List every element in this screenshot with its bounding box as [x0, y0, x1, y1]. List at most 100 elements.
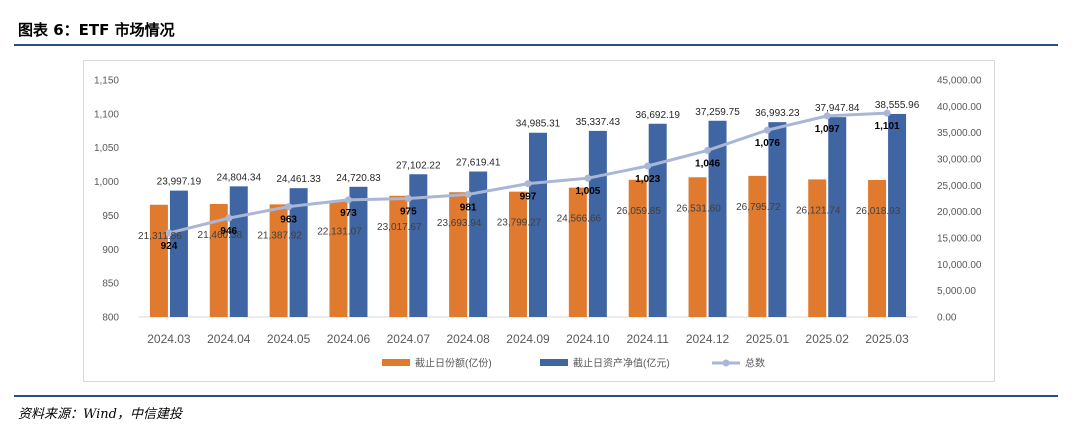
line-point [644, 162, 652, 170]
bar-net-assets [888, 113, 907, 317]
bar-shares [628, 179, 647, 317]
line-total-label: 1,101 [875, 121, 900, 132]
line-total-label: 1,023 [635, 174, 660, 185]
x-tick-label: 2025.02 [806, 332, 850, 346]
bar-shares [269, 204, 288, 317]
line-point [823, 112, 831, 120]
bar-net-assets-label: 38,555.96 [875, 100, 920, 111]
bar-net-assets-label: 35,337.43 [576, 117, 621, 128]
bar-net-assets-label: 27,102.22 [396, 160, 441, 171]
figure-title: 图表 6：ETF 市场情况 [18, 21, 175, 39]
bar-shares [449, 192, 468, 317]
y-right-tick-label: 40,000.00 [937, 102, 982, 113]
bar-shares-label: 23,799.27 [497, 218, 542, 229]
bar-net-assets [289, 188, 308, 317]
y-right-tick-label: 0.00 [937, 313, 957, 324]
y-left-tick-label: 850 [102, 279, 119, 290]
bar-net-assets [708, 120, 727, 317]
bar-shares-label: 26,018.93 [856, 206, 901, 217]
line-total-label: 946 [220, 226, 237, 237]
bar-net-assets-label: 24,804.34 [217, 172, 262, 183]
bar-net-assets [768, 122, 787, 317]
bar-net-assets [529, 132, 547, 317]
bar-net-assets-label: 34,985.31 [516, 119, 561, 130]
line-point [464, 190, 472, 198]
line-point [524, 180, 532, 188]
y-right-tick-label: 35,000.00 [937, 128, 982, 139]
bar-shares [389, 195, 408, 317]
bar-shares [509, 191, 527, 317]
bar-net-assets [169, 190, 188, 317]
line-total-label: 1,046 [695, 158, 720, 169]
bar-shares [748, 175, 767, 317]
x-tick-label: 2024.04 [207, 332, 251, 346]
legend-label-shares: 截止日份额(亿份) [415, 357, 492, 370]
y-left-tick-label: 950 [102, 211, 119, 222]
bar-shares [868, 179, 887, 317]
bar-shares-label: 23,017.67 [377, 222, 422, 233]
line-total-label: 973 [340, 208, 357, 219]
bar-net-assets [469, 171, 488, 317]
line-total-label: 963 [280, 215, 297, 226]
y-right-tick-label: 5,000.00 [937, 286, 976, 297]
y-right-tick-label: 25,000.00 [937, 181, 982, 192]
line-total-label: 981 [460, 202, 477, 213]
bar-shares [688, 177, 707, 317]
bar-net-assets-label: 36,692.19 [635, 110, 680, 121]
x-tick-label: 2024.07 [387, 332, 431, 346]
bar-shares [149, 204, 168, 317]
y-right-tick-label: 15,000.00 [937, 234, 982, 245]
line-total-label: 997 [520, 192, 537, 203]
legend-marker-total [722, 359, 730, 367]
line-total-label: 1,005 [575, 186, 600, 197]
line-point [584, 174, 592, 182]
y-left-tick-label: 1,100 [94, 109, 119, 120]
bar-shares-label: 21,460.38 [198, 230, 243, 241]
legend-label-total: 总数 [745, 357, 765, 370]
bar-net-assets-label: 24,461.33 [276, 174, 321, 185]
bar-shares [209, 203, 228, 317]
x-tick-label: 2024.10 [566, 332, 610, 346]
x-tick-label: 2025.03 [865, 332, 909, 346]
y-left-tick-label: 800 [102, 313, 119, 324]
x-tick-label: 2024.08 [446, 332, 490, 346]
y-left-tick-label: 1,000 [94, 177, 119, 188]
line-point [883, 109, 891, 117]
line-point [763, 126, 771, 134]
y-left-tick-label: 1,150 [94, 76, 119, 87]
chart-svg: 800 850 900 950 1,000 1,050 1,100 1,150 0.00 5,00… [94, 76, 982, 370]
bar-shares-label: 22,131.07 [317, 226, 362, 237]
line-point [404, 195, 412, 202]
x-tick-label: 2024.11 [626, 332, 669, 346]
bottom-divider [14, 395, 1058, 397]
x-tick-label: 2024.05 [267, 332, 311, 346]
line-point [285, 203, 293, 211]
line-total-label: 924 [161, 241, 178, 252]
bar-net-assets-label: 27,619.41 [456, 158, 501, 169]
y-right-tick-label: 20,000.00 [937, 207, 982, 218]
top-divider [14, 44, 1058, 46]
y-right-tick-label: 10,000.00 [937, 260, 982, 271]
chart-frame: 800 850 900 950 1,000 1,050 1,100 1,150 0.00 5,00… [83, 60, 995, 382]
x-tick-label: 2024.06 [327, 332, 371, 346]
legend-label-net-assets: 截止日资产净值(亿元) [573, 357, 670, 370]
line-total-label: 1,097 [815, 124, 840, 135]
bar-net-assets-label: 37,259.75 [695, 107, 740, 118]
bar-net-assets [648, 123, 667, 317]
bar-net-assets [828, 117, 847, 317]
bar-shares-label: 26,121.74 [796, 205, 841, 216]
source-note: 资料来源：Wind，中信建投 [18, 407, 182, 422]
x-tick-label: 2024.03 [147, 332, 191, 346]
bar-shares [568, 187, 587, 317]
bar-shares-label: 21,311.86 [138, 231, 182, 242]
bar-net-assets-label: 23,997.19 [157, 177, 202, 188]
y-left-tick-label: 1,050 [94, 143, 119, 154]
bar-shares [329, 200, 348, 317]
bar-net-assets [409, 174, 428, 317]
line-point [344, 196, 352, 204]
x-tick-label: 2025.01 [746, 332, 790, 346]
line-total-label: 1,076 [755, 138, 780, 149]
bar-net-assets-label: 37,947.84 [815, 103, 860, 114]
bar-net-assets-label: 24,720.83 [336, 173, 381, 184]
bar-shares-label: 26,059.85 [616, 206, 661, 217]
